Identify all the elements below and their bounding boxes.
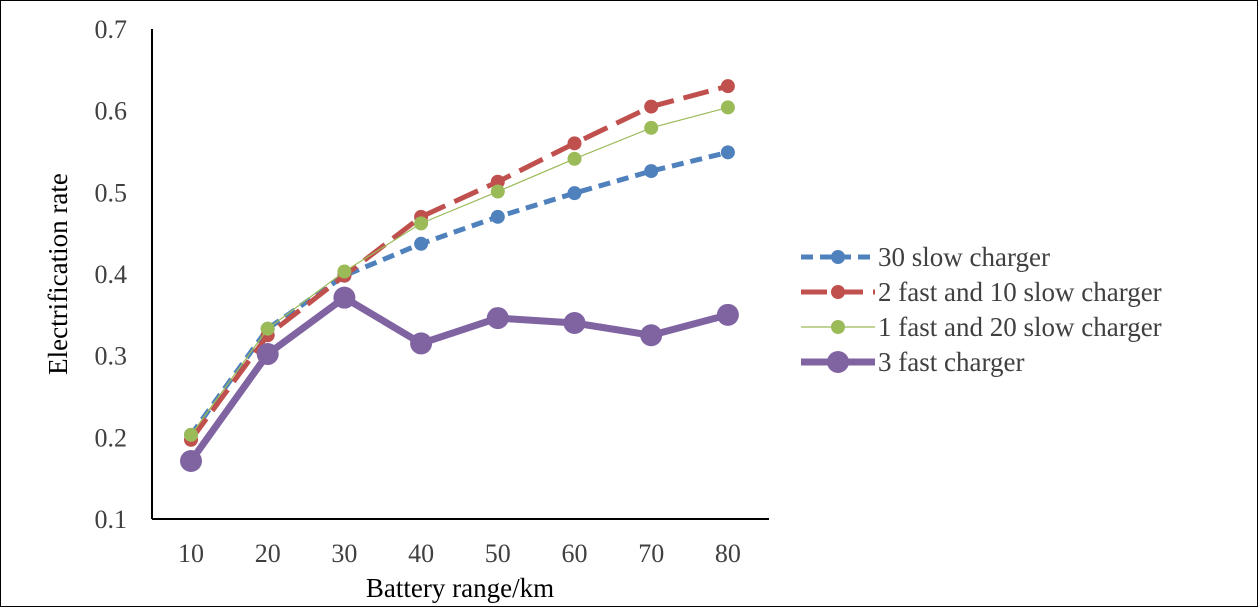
x-tick-label: 50 — [485, 539, 511, 568]
data-point — [333, 286, 356, 309]
data-point — [720, 79, 735, 94]
series-layer — [180, 79, 739, 473]
y-tick-label: 0.3 — [95, 342, 128, 371]
data-point — [256, 343, 279, 366]
legend-label: 30 slow charger — [878, 242, 1050, 272]
series-1 — [184, 145, 735, 442]
legend-marker — [827, 351, 849, 373]
data-point — [490, 174, 505, 189]
x-tick-label: 70 — [638, 539, 664, 568]
y-tick-label: 0.1 — [95, 505, 128, 534]
legend-label: 2 fast and 10 slow charger — [878, 277, 1162, 307]
series-line — [188, 294, 729, 464]
data-point — [567, 151, 582, 166]
x-tick-label: 30 — [331, 539, 357, 568]
legend-entry: 3 fast charger — [801, 347, 1024, 377]
data-point — [640, 324, 663, 347]
data-point — [563, 312, 586, 334]
data-point — [486, 307, 509, 330]
data-point — [414, 216, 429, 231]
data-point — [716, 303, 739, 326]
legend-marker — [831, 285, 845, 299]
data-point — [644, 99, 659, 114]
series-line — [188, 149, 729, 437]
y-tick-label: 0.2 — [95, 423, 128, 452]
y-axis-title: Electrification rate — [43, 173, 73, 375]
x-tick-label: 80 — [715, 539, 741, 568]
legend-entry: 1 fast and 20 slow charger — [801, 312, 1162, 342]
y-tick-label: 0.7 — [95, 15, 128, 44]
y-tick-label: 0.6 — [95, 97, 128, 126]
legend-marker — [831, 250, 845, 264]
data-point — [644, 164, 659, 179]
x-tick-label: 60 — [562, 539, 588, 568]
x-tick-label: 10 — [178, 539, 204, 568]
data-point — [720, 145, 735, 160]
series-3 — [184, 100, 735, 442]
legend-marker — [831, 320, 845, 334]
legend-entry: 2 fast and 10 slow charger — [801, 277, 1162, 307]
data-point — [490, 184, 505, 199]
x-tick-label: 40 — [408, 539, 434, 568]
y-tick-label: 0.4 — [95, 260, 128, 289]
legend: 30 slow charger 2 fast and 10 slow charge… — [801, 242, 1162, 377]
series-4 — [180, 286, 739, 473]
x-tick-labels: 10 20 30 40 50 60 70 80 — [178, 539, 741, 568]
data-point — [567, 136, 582, 151]
data-point — [644, 120, 659, 135]
data-point — [260, 321, 275, 336]
data-point — [414, 236, 429, 251]
data-point — [180, 450, 202, 473]
series-line — [188, 83, 729, 442]
legend-label: 3 fast charger — [878, 347, 1024, 377]
data-point — [184, 427, 198, 442]
axes — [151, 29, 769, 520]
y-tick-labels: 0.1 0.2 0.3 0.4 0.5 0.6 0.7 — [95, 15, 128, 534]
data-point — [410, 332, 433, 355]
data-point — [490, 209, 505, 224]
x-axis-title: Battery range/km — [366, 573, 554, 603]
data-point — [720, 100, 735, 115]
data-point — [337, 264, 352, 279]
series-line — [190, 106, 729, 436]
x-tick-label: 20 — [255, 539, 281, 568]
data-point — [567, 186, 582, 201]
y-tick-label: 0.5 — [95, 178, 128, 207]
legend-label: 1 fast and 20 slow charger — [878, 312, 1162, 342]
legend-entry: 30 slow charger — [801, 242, 1050, 272]
